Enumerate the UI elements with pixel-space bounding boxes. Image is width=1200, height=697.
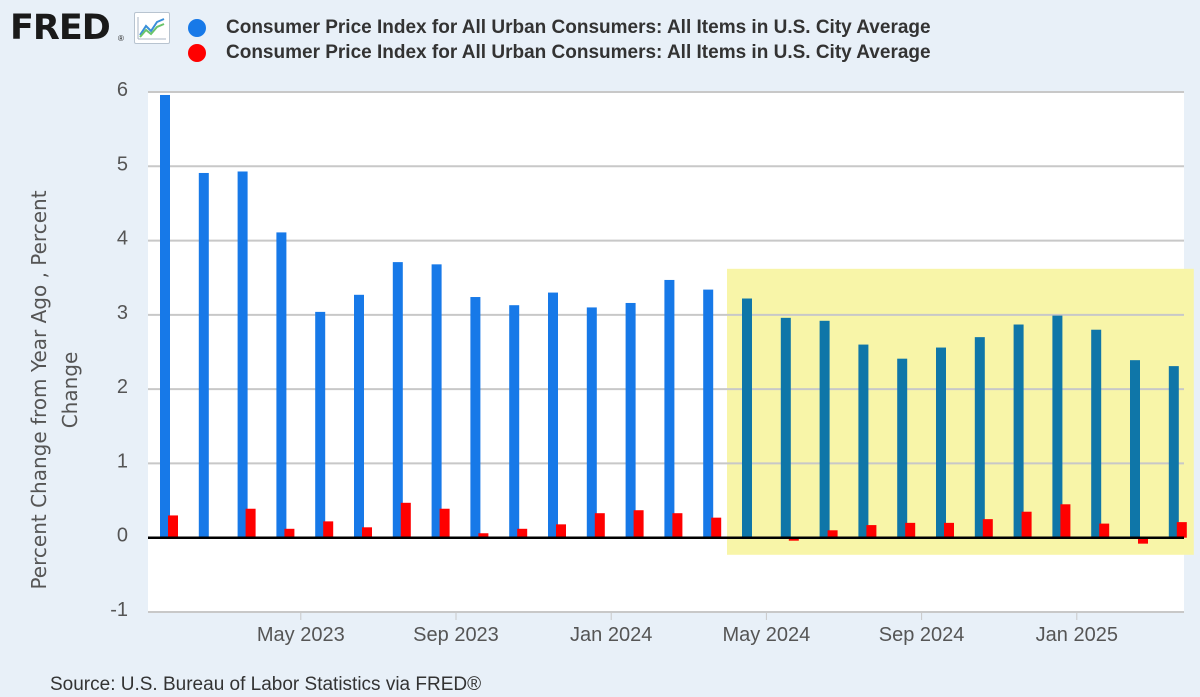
y-axis-title: Percent Change from Year Ago , Percent Ch… — [27, 190, 82, 589]
bar-monthly-aug-2023 — [439, 508, 450, 538]
y-axis-title-line: Percent Change from Year Ago , Percent — [27, 190, 51, 589]
x-tick-label: Sep 2024 — [879, 624, 965, 646]
bar-yoy-jan-2025 — [1091, 329, 1102, 538]
fred-logo: FRED — [10, 8, 111, 48]
bar-yoy-apr-2023 — [276, 232, 287, 538]
bar-monthly-mar-2023 — [245, 508, 256, 538]
bar-yoy-sep-2023 — [470, 297, 481, 538]
y-tick-label: 2 — [117, 376, 128, 398]
x-tick-label: May 2024 — [722, 624, 810, 646]
y-tick-label: 3 — [117, 302, 128, 324]
legend-label: Consumer Price Index for All Urban Consu… — [226, 42, 931, 63]
y-tick-label: 1 — [117, 450, 128, 472]
x-tick-label: May 2023 — [257, 624, 345, 646]
y-tick-label: -1 — [110, 599, 128, 621]
bar-yoy-may-2024 — [780, 317, 791, 538]
bar-monthly-oct-2024 — [982, 519, 993, 538]
bar-monthly-nov-2023 — [556, 524, 566, 538]
bar-monthly-jun-2024 — [827, 530, 838, 538]
bar-yoy-mar-2025 — [1168, 366, 1179, 538]
y-tick-label: 6 — [117, 79, 128, 101]
bar-monthly-feb-2025 — [1138, 537, 1148, 544]
legend-marker-red — [188, 44, 206, 62]
bar-monthly-jan-2024 — [633, 510, 644, 538]
y-tick-label: 5 — [117, 153, 128, 175]
bar-yoy-mar-2024 — [703, 289, 714, 538]
highlight-region — [727, 268, 1194, 555]
bar-monthly-jan-2023 — [168, 515, 178, 538]
legend-label: Consumer Price Index for All Urban Consu… — [226, 17, 931, 38]
y-axis-title-line: Change — [58, 352, 82, 429]
registered-mark: ® — [118, 34, 124, 43]
source-note: Source: U.S. Bureau of Labor Statistics … — [50, 674, 482, 695]
bar-yoy-aug-2023 — [431, 264, 442, 538]
bar-yoy-mar-2023 — [237, 171, 248, 538]
bar-monthly-sep-2023 — [478, 533, 489, 538]
x-tick-label: Jan 2024 — [570, 624, 652, 646]
bar-yoy-may-2023 — [315, 311, 326, 538]
bar-monthly-aug-2024 — [905, 522, 916, 538]
bar-yoy-feb-2024 — [664, 279, 675, 538]
bar-monthly-apr-2023 — [284, 528, 295, 538]
bar-yoy-jul-2024 — [858, 344, 869, 538]
bar-monthly-jun-2023 — [362, 527, 372, 538]
bar-yoy-oct-2023 — [509, 305, 520, 538]
bar-chart: -1 0 1 2 3 4 5 6 May 2023 Sep 2023 Jan 2024 May 202… — [27, 79, 1194, 646]
bar-yoy-jan-2023 — [160, 94, 170, 538]
bar-monthly-may-2023 — [323, 521, 334, 538]
bar-monthly-jul-2024 — [866, 525, 877, 538]
bar-monthly-feb-2024 — [672, 513, 683, 538]
bar-yoy-sep-2024 — [936, 347, 946, 538]
bar-yoy-dec-2023 — [586, 307, 597, 538]
bar-yoy-dec-2024 — [1052, 315, 1063, 538]
bar-yoy-nov-2023 — [548, 292, 558, 538]
y-tick-label: 4 — [117, 228, 128, 250]
bar-yoy-nov-2024 — [1013, 324, 1024, 538]
bar-monthly-may-2024 — [788, 537, 799, 541]
bar-yoy-apr-2024 — [742, 298, 752, 538]
bar-monthly-jan-2025 — [1099, 523, 1110, 538]
bar-yoy-feb-2023 — [198, 172, 209, 538]
bar-monthly-sep-2024 — [944, 522, 954, 538]
bar-monthly-dec-2024 — [1060, 504, 1071, 538]
bar-yoy-jul-2023 — [392, 262, 403, 538]
bar-monthly-jul-2023 — [400, 502, 411, 538]
y-tick-label: 0 — [117, 525, 128, 547]
legend-marker-blue — [188, 19, 206, 37]
bar-monthly-oct-2023 — [517, 528, 528, 538]
bar-yoy-jan-2024 — [625, 302, 636, 538]
bar-monthly-dec-2023 — [594, 513, 605, 538]
bar-yoy-feb-2025 — [1130, 360, 1140, 538]
bar-monthly-mar-2025 — [1176, 522, 1187, 538]
bar-yoy-jun-2023 — [354, 294, 364, 538]
bar-monthly-nov-2024 — [1021, 511, 1032, 538]
x-tick-label: Sep 2023 — [413, 624, 499, 646]
chart-header: FRED ® Consumer Price Index for All Urba… — [0, 0, 1200, 70]
bar-yoy-aug-2024 — [897, 358, 908, 538]
x-tick-label: Jan 2025 — [1036, 624, 1118, 646]
bar-yoy-jun-2024 — [819, 320, 830, 538]
bar-yoy-oct-2024 — [974, 337, 985, 538]
line-chart-icon — [134, 12, 170, 44]
bar-monthly-mar-2024 — [711, 517, 722, 538]
